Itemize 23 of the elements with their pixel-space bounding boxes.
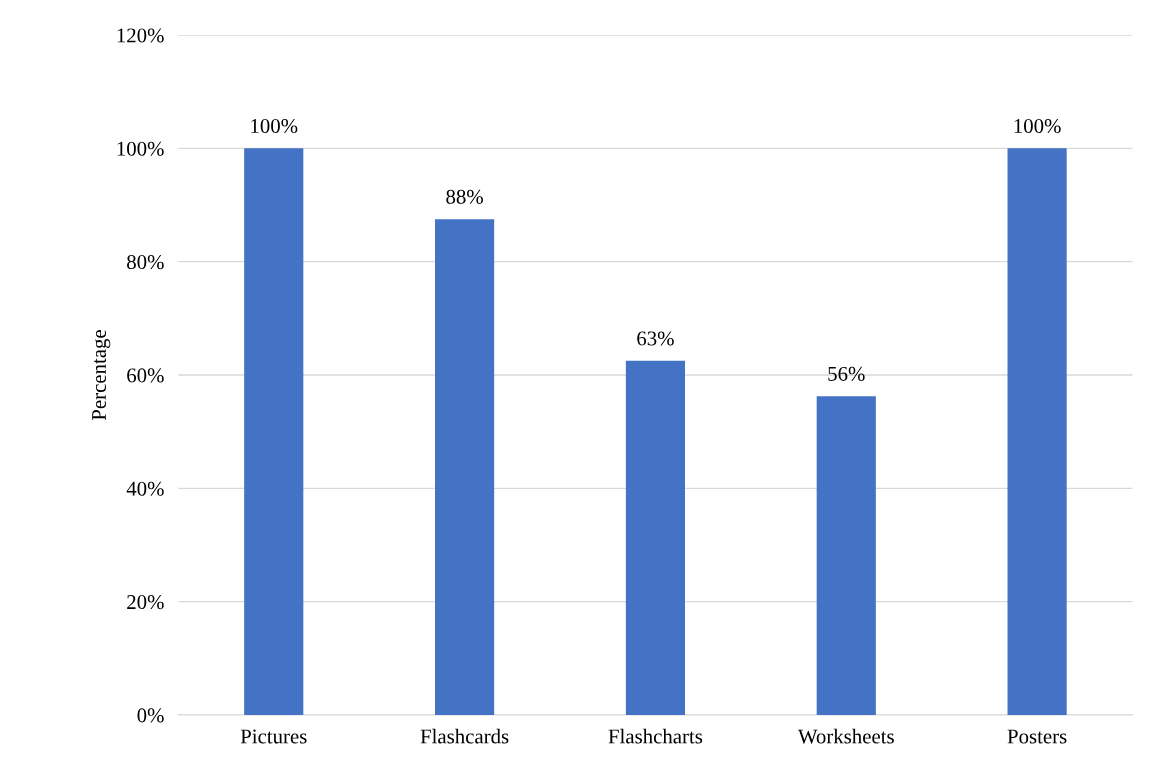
data-label: 100% (1014, 118, 1061, 134)
x-tick-label: Flashcards (420, 728, 509, 744)
y-tick-label: 40% (126, 481, 164, 496)
y-tick-label: 60% (127, 368, 164, 383)
bar (1007, 148, 1067, 715)
y-tick-label: 100% (117, 141, 164, 156)
data-label: 56% (828, 366, 865, 381)
y-tick-label: 80% (127, 255, 164, 270)
data-label: 63% (637, 331, 674, 346)
bar (625, 360, 686, 715)
x-tick-label: Pictures (240, 729, 307, 744)
bar (435, 219, 495, 715)
y-tick-label: 0% (137, 708, 164, 723)
y-axis-title: Percentage (92, 330, 111, 421)
data-label: 100% (251, 118, 298, 134)
x-tick-label: Posters (1007, 729, 1067, 744)
data-label: 88% (446, 189, 483, 204)
x-tick-label: Worksheets (797, 728, 894, 744)
bar (816, 396, 876, 715)
y-tick-label: 120% (117, 28, 164, 43)
y-tick-label: 20% (127, 595, 164, 610)
x-tick-label: Flashcharts (608, 728, 703, 744)
bar (244, 148, 304, 715)
